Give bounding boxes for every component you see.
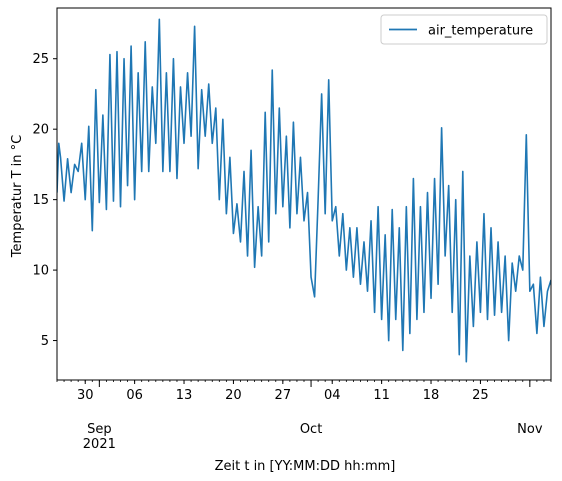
y-tick-label: 5: [41, 334, 49, 349]
series-line-air-temperature: [57, 18, 551, 363]
x-tick-label: 18: [423, 388, 440, 403]
x-tick-label: 04: [324, 388, 341, 403]
x-tick-label: 13: [176, 388, 193, 403]
y-axis: 5 10 15 20 25: [32, 52, 57, 349]
x-tick-label: 06: [126, 388, 143, 403]
x-tick-label: 20: [225, 388, 242, 403]
plot-area: [57, 18, 551, 363]
y-tick-label: 20: [32, 123, 49, 138]
y-tick-label: 15: [32, 193, 49, 208]
x-month-label: Sep: [87, 422, 112, 437]
y-tick-label: 10: [32, 264, 49, 279]
legend-label-air-temperature: air_temperature: [428, 24, 533, 39]
legend-box: [380, 14, 548, 45]
y-axis-label: Temperatur T in °C: [10, 135, 25, 258]
legend: air_temperature: [380, 14, 548, 45]
x-month-label: Oct: [300, 422, 322, 437]
x-tick-label: 11: [373, 388, 390, 403]
x-axis-label: Zeit t in [YY:MM:DD hh:mm]: [215, 459, 396, 474]
x-tick-label: 25: [472, 388, 489, 403]
x-tick-label: 27: [275, 388, 292, 403]
y-tick-label: 25: [32, 52, 49, 67]
x-month-label: Nov: [517, 422, 543, 437]
x-tick-label: 30: [77, 388, 94, 403]
x-year-label: 2021: [83, 437, 116, 452]
